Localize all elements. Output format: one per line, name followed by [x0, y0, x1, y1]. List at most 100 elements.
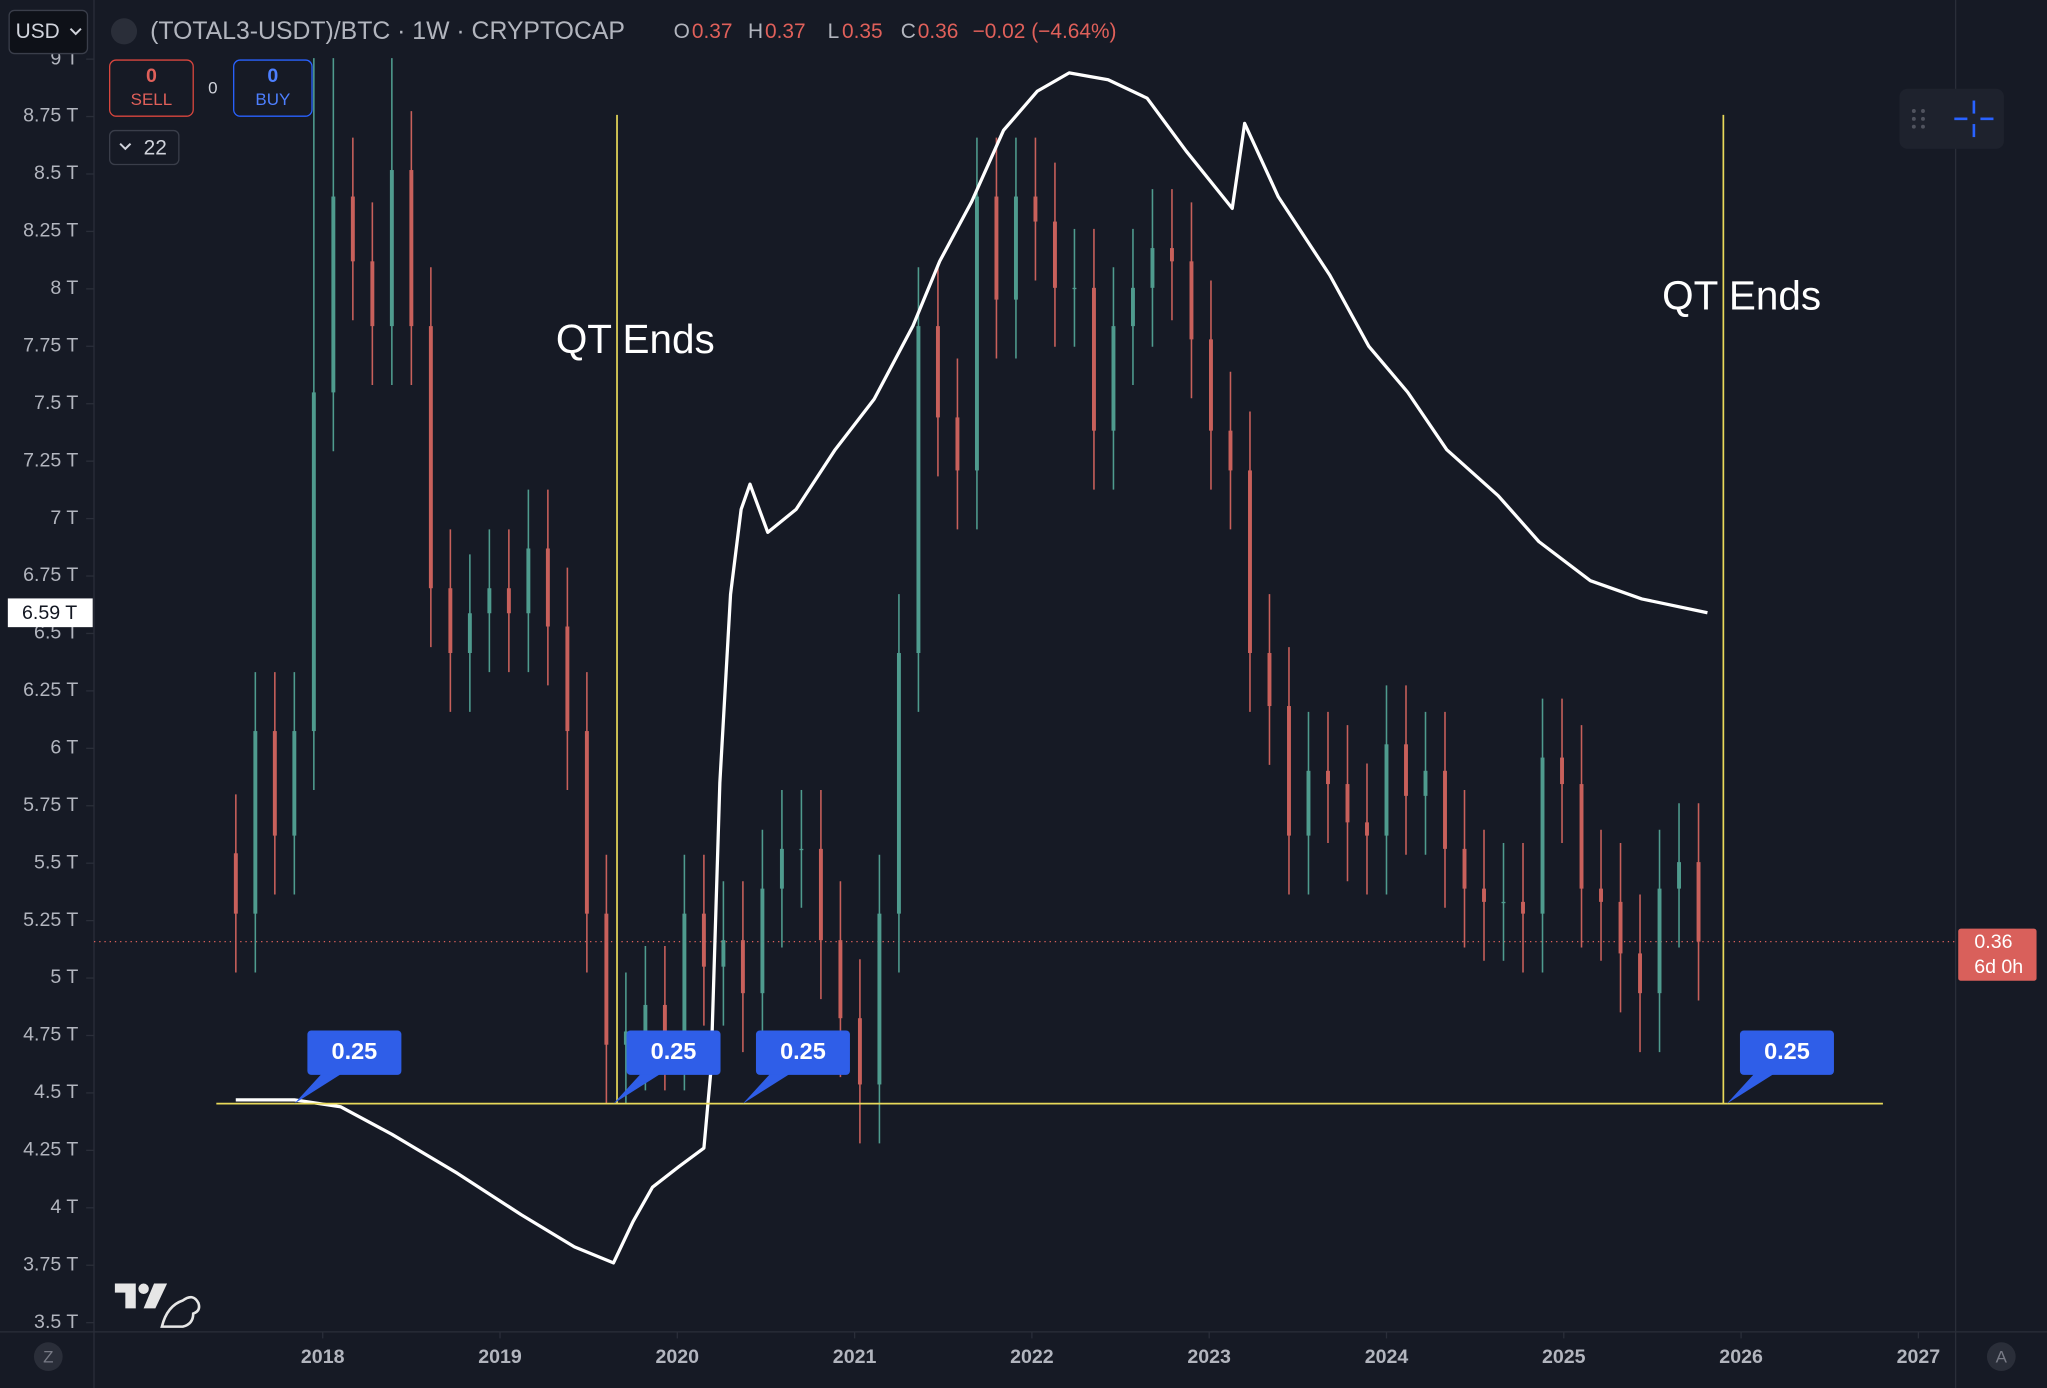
candle-body: [1072, 287, 1077, 290]
candle-body: [409, 170, 414, 327]
last-price-box: [1958, 928, 2037, 981]
crosshair-label: 6.59 T: [22, 602, 77, 624]
x-tick-label: 2022: [1010, 1346, 1054, 1368]
candle-body: [935, 326, 940, 418]
candle-body: [604, 913, 609, 1045]
candle-body: [1443, 770, 1447, 849]
balance-sheet-line: [235, 71, 1708, 1265]
y-tick-label: 5.25 T: [23, 909, 78, 931]
candle-body: [701, 913, 706, 967]
sell-button[interactable]: [109, 59, 194, 117]
x-tick-label: 2026: [1719, 1346, 1763, 1368]
last-price-countdown: 6d 0h: [1974, 956, 2023, 978]
candle-body: [1384, 744, 1389, 836]
candle-body: [370, 261, 375, 327]
candle-body: [448, 588, 453, 654]
plot-area: [93, 58, 1956, 1265]
candle-body: [1677, 862, 1681, 889]
x-tick-label: 2025: [1542, 1346, 1586, 1368]
candle-body: [1033, 196, 1038, 222]
callout-box: [755, 1030, 850, 1075]
sell-label[interactable]: SELL: [131, 90, 173, 109]
candle-body: [1345, 784, 1350, 823]
candle-body: [662, 1004, 667, 1032]
x-tick-label: 2024: [1365, 1346, 1409, 1368]
x-tick-label: 2021: [833, 1346, 877, 1368]
x-tick-label: 2020: [656, 1346, 700, 1368]
y-tick-label: 8 T: [50, 277, 78, 299]
crosshair-box: [7, 598, 93, 628]
candle-body: [643, 1004, 648, 1032]
candle-body: [1287, 706, 1291, 836]
drag-handle[interactable]: [1911, 109, 1925, 129]
candle-body: [779, 848, 784, 889]
currency[interactable]: USD: [16, 20, 60, 43]
crosshair-tool[interactable]: [1954, 100, 1994, 138]
buy-count[interactable]: 0: [267, 65, 278, 87]
candle-body: [506, 588, 511, 614]
a-button[interactable]: [1986, 1342, 2016, 1372]
candle-body: [1091, 287, 1096, 431]
candle-body: [272, 731, 277, 836]
z-button[interactable]: [33, 1342, 63, 1372]
y-tick-label: 8.75 T: [23, 105, 78, 127]
buy-button[interactable]: [233, 59, 313, 117]
y-tick-label: 4.75 T: [23, 1024, 78, 1046]
a-button-label[interactable]: A: [1996, 1347, 2008, 1366]
indicators-toggle[interactable]: [109, 129, 180, 166]
qt-label: QT Ends: [556, 316, 715, 362]
currency-dropdown[interactable]: [8, 9, 89, 55]
candle-body: [1326, 770, 1330, 785]
callout-label: 0.25: [332, 1038, 378, 1064]
candle-body: [1579, 784, 1584, 889]
candle-body: [545, 548, 550, 627]
candle-body: [682, 913, 687, 1032]
candle-body: [1365, 822, 1369, 836]
buy-label[interactable]: BUY: [255, 90, 290, 109]
z-button-label[interactable]: Z: [43, 1347, 53, 1366]
candle-body: [896, 653, 901, 914]
candle-body: [1130, 287, 1135, 327]
dropdown-chevron: [69, 28, 82, 36]
candle-body: [1111, 326, 1116, 431]
candle-body: [1560, 757, 1564, 785]
ohlc-label: L: [828, 20, 840, 43]
candle-body: [1540, 757, 1545, 914]
candle-body: [799, 848, 804, 851]
callout-box: [626, 1030, 721, 1075]
candle-body: [331, 196, 336, 393]
candle-body: [721, 940, 726, 967]
candle-body: [565, 626, 570, 732]
candle-body: [623, 1031, 628, 1045]
candle-body: [1404, 744, 1408, 796]
candle-body: [292, 731, 297, 836]
drawing-toolbar[interactable]: [1899, 88, 2004, 149]
callout-box: [307, 1030, 402, 1075]
candle-body: [1228, 430, 1233, 471]
candle-body: [350, 196, 355, 262]
chevron: [119, 142, 132, 151]
last-price-label: 0.36: [1974, 931, 2012, 953]
ohlc-value: 0.35: [842, 20, 883, 43]
candle-body: [916, 326, 921, 654]
candle-body: [389, 170, 394, 327]
candle-body: [1052, 221, 1057, 288]
candle-body: [1618, 901, 1623, 954]
candle-body: [838, 940, 843, 1019]
candle-body: [1599, 888, 1603, 902]
overlay: 3.5 T 3.75 T 4 T 4.25 T 4.5 T 4.75 T 5 T 5.25 T…: [7, 47, 2037, 1368]
candle-body: [1482, 888, 1486, 902]
candle-body: [1209, 339, 1213, 431]
y-tick-label: 4 T: [50, 1196, 78, 1218]
candle-body: [311, 392, 316, 732]
sell-count[interactable]: 0: [146, 65, 157, 87]
candle-body: [1657, 888, 1662, 994]
candle-body: [1267, 653, 1272, 707]
x-tick-label: 2018: [301, 1346, 345, 1368]
callout-label: 0.25: [780, 1038, 826, 1064]
indicators-count[interactable]: 22: [144, 136, 167, 159]
candle-body: [877, 913, 882, 1085]
ohlc-label: H: [748, 20, 763, 43]
